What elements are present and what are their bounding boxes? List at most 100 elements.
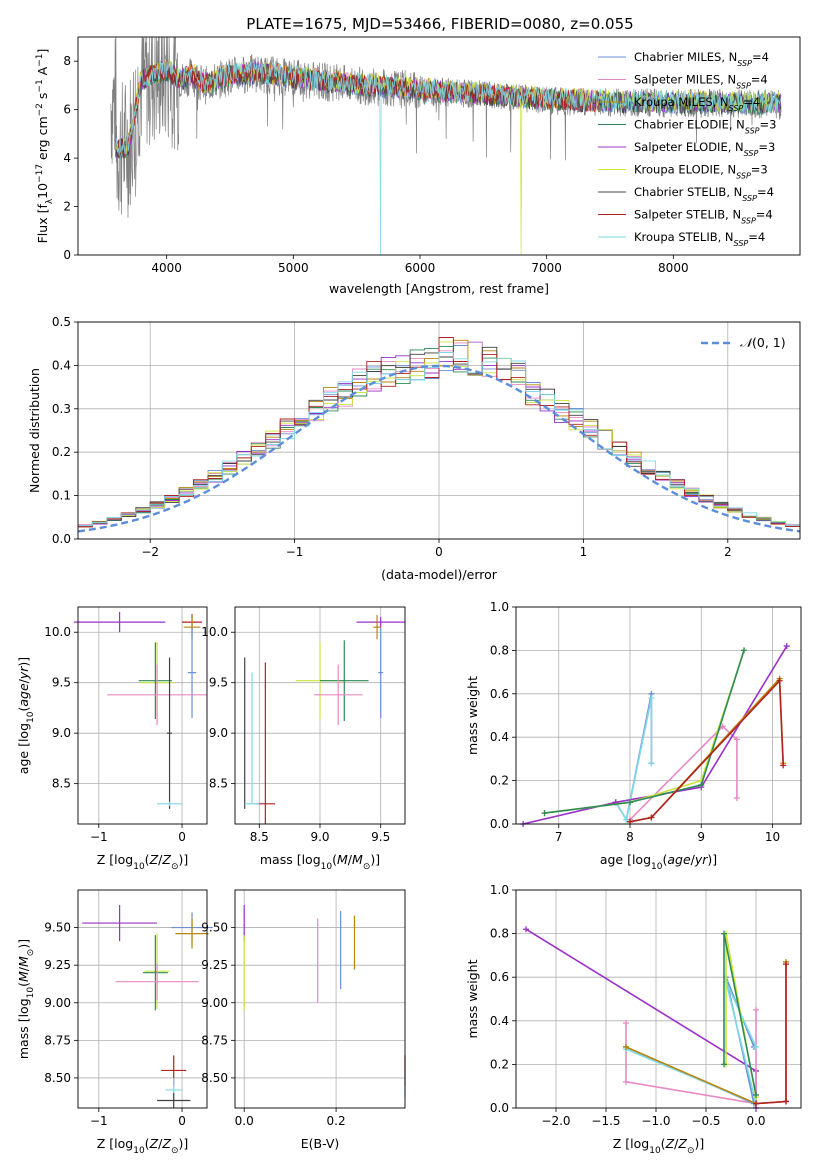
weight-marker [648,760,655,767]
x-tick-label: −1 [90,830,108,844]
normal-curve [77,364,801,533]
x-tick-label: 2 [724,545,732,559]
y-tick-label: 0.6 [490,687,509,701]
x-tick-label: 7 [555,830,563,844]
error-point [167,657,173,809]
y-tick-label: 9.25 [44,958,71,972]
x-tick-label: 8 [626,830,634,844]
x-tick-label: 5000 [278,261,309,275]
y-tick-label: 0.0 [490,1101,509,1115]
y-tick-label: 10.0 [201,625,228,639]
legend-label: Kroupa MILES, NSSP=4 [634,95,760,113]
axes-frame [515,606,802,825]
y-axis-label: mass weight [465,959,480,1038]
x-tick-label: −1 [90,1114,108,1128]
y-tick-label: 8.5 [52,777,71,791]
y-tick-label: 0.2 [52,445,71,459]
axes-mass_vs_ebv: 0.0 0.2 8.50 8.75 9.00 9.25 9.50 E(B-V) [201,889,406,1151]
y-tick-label: 0.5 [52,315,71,329]
error-point [175,918,209,949]
y-tick-label: 9.25 [201,958,228,972]
y-tick-label: 1.0 [490,883,509,897]
spectrum-legend: Chabrier MILES, NSSP=4 Salpeter MILES, NS… [598,50,776,248]
axes-residuals: −2 −1 0 1 2 0.0 0.1 0.2 0.3 0.4 0.5 (data-model)/er… [27,315,801,582]
error-point [320,640,369,722]
y-tick-label: 9.0 [52,726,71,740]
weight-marker [753,1091,759,1098]
x-tick-label: 7000 [531,261,562,275]
legend-label: Kroupa ELODIE, NSSP=3 [634,163,768,181]
legend-label: Chabrier STELIB, NSSP=4 [634,185,774,203]
x-tick-label: 9.0 [310,830,329,844]
y-tick-label: 9.50 [44,921,71,935]
y-tick-label: 8.75 [44,1033,71,1047]
y-axis-label: Normed distribution [27,368,42,493]
error-point [157,1092,191,1108]
y-tick-label: 9.0 [209,726,228,740]
y-tick-label: 0.4 [490,730,509,744]
weight-marker [776,677,783,684]
x-tick-label: 6000 [405,261,436,275]
y-tick-label: 0.6 [490,970,509,984]
error-point [115,963,199,1000]
weight-marker [741,647,747,654]
weight-marker [733,736,740,743]
x-tick-label: 0.0 [235,1114,254,1128]
axes-frame [77,889,208,1109]
model-spectrum [115,61,782,256]
error-point [313,664,363,726]
axes-spectrum: 4000 5000 6000 7000 8000 0 2 4 6 8 wavelength [Ang… [35,36,801,296]
error-point [138,642,173,720]
y-tick-label: 0.8 [490,927,509,941]
x-tick-label: 0 [178,1114,186,1128]
y-tick-label: 9.5 [209,676,228,690]
error-point [187,627,197,719]
legend-label: Chabrier ELODIE, NSSP=3 [634,118,776,136]
x-tick-label: 4000 [151,261,182,275]
legend-label: Salpeter MILES, NSSP=4 [634,73,768,91]
y-tick-label: 8.5 [209,777,228,791]
x-tick-label: 0 [178,830,186,844]
y-tick-label: 9.00 [201,996,228,1010]
x-axis-label: E(B-V) [301,1136,340,1151]
error-point [378,627,384,719]
weight-marker [623,1019,629,1026]
x-axis-label: (data-model)/error [381,567,498,582]
y-tick-label: 0.2 [490,774,509,788]
y-tick-label: 0.2 [490,1057,509,1071]
y-axis-label: mass weight [465,676,480,755]
x-tick-label: −2 [141,545,159,559]
weight-line [544,650,745,814]
y-tick-label: 8.75 [201,1033,228,1047]
error-point [73,612,166,633]
error-point [142,935,168,1011]
x-tick-label: −1.5 [591,1114,620,1128]
weight-marker [627,799,633,806]
weight-marker [541,810,548,817]
weight-marker [783,1098,789,1105]
y-tick-label: 0 [63,248,71,262]
y-tick-label: 2 [63,200,71,214]
y-tick-label: 9.5 [52,676,71,690]
x-tick-label: 0 [435,545,443,559]
y-tick-label: 9.50 [201,921,228,935]
weight-line [615,697,653,822]
axes-frame [77,606,208,825]
y-tick-label: 0.4 [490,1014,509,1028]
weight-marker [623,1043,629,1050]
y-tick-label: 6 [63,103,71,117]
error-point [373,615,381,640]
weight-line [629,678,784,823]
y-tick-label: 9.00 [44,996,71,1010]
y-tick-label: 8.50 [44,1071,71,1085]
weight-marker [783,643,790,650]
x-tick-label: 9 [697,830,705,844]
axes-mass_vs_Z: −1 08.508.759.009.259.50Z [log10(Z/Z⊙)]ma… [16,889,213,1156]
weight-marker [523,926,529,933]
x-tick-label: 8000 [658,261,689,275]
weight-marker [698,781,705,788]
axes-frame [77,36,801,256]
x-tick-label: −2.0 [541,1114,570,1128]
